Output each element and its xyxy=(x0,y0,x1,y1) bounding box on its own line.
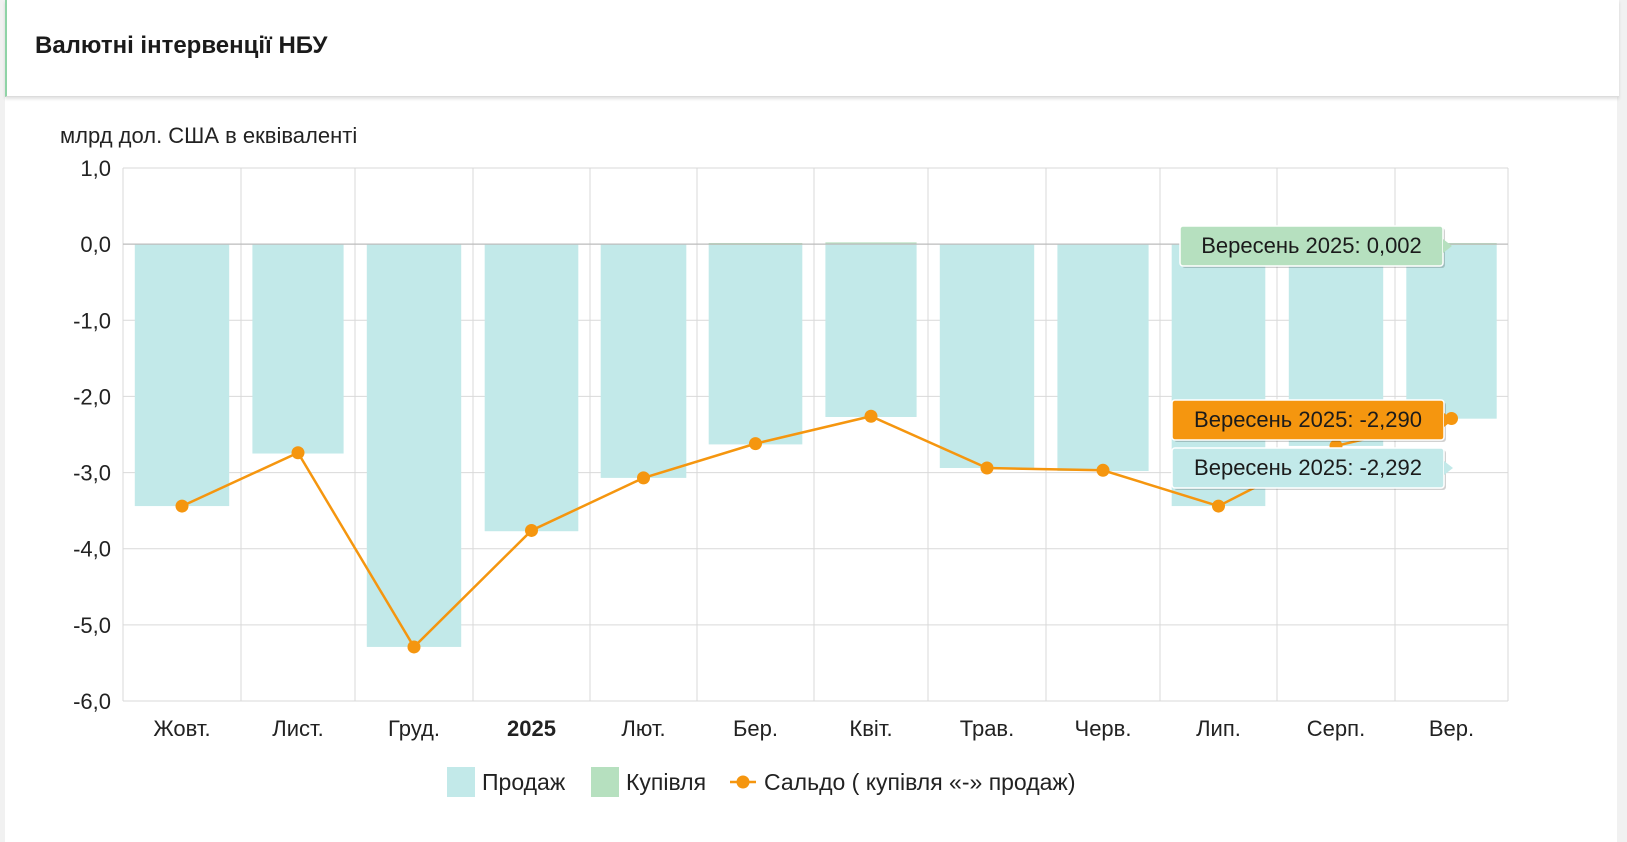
sales-bar[interactable] xyxy=(484,244,579,532)
y-tick-label: -3,0 xyxy=(73,461,111,486)
x-tick-label: Квіт. xyxy=(849,716,892,741)
legend-swatch-sales[interactable] xyxy=(447,767,475,797)
tooltip-sales-pointer xyxy=(1444,461,1453,475)
y-tick-label: 0,0 xyxy=(80,232,111,257)
balance-point[interactable] xyxy=(175,499,189,513)
sales-bar[interactable] xyxy=(708,244,803,445)
y-tick-label: -5,0 xyxy=(73,613,111,638)
tooltip-sales: Вересень 2025: -2,292 xyxy=(1194,455,1422,480)
balance-point[interactable] xyxy=(637,471,650,485)
balance-point[interactable] xyxy=(1096,463,1110,477)
sales-bar[interactable] xyxy=(600,244,687,478)
x-tick-label: 2025 xyxy=(507,716,556,741)
x-tick-label: Груд. xyxy=(388,716,440,741)
tooltip-purchase: Вересень 2025: 0,002 xyxy=(1201,233,1422,258)
balance-point[interactable] xyxy=(980,461,994,475)
balance-line xyxy=(181,414,1452,649)
y-tick-label: -4,0 xyxy=(73,537,111,562)
legend-label-sales[interactable]: Продаж xyxy=(482,769,566,795)
sales-bar[interactable] xyxy=(939,244,1035,469)
balance-point[interactable] xyxy=(525,523,538,537)
x-tick-label: Серп. xyxy=(1307,716,1365,741)
balance-point[interactable] xyxy=(1212,499,1225,513)
y-axis-unit-label: млрд дол. США в еквіваленті xyxy=(60,123,357,148)
x-tick-label: Трав. xyxy=(960,716,1014,741)
sales-bar[interactable] xyxy=(134,244,230,507)
x-tick-label: Бер. xyxy=(733,716,778,741)
tooltip-balance: Вересень 2025: -2,290 xyxy=(1194,407,1422,432)
balance-point[interactable] xyxy=(291,446,305,460)
sales-bar[interactable] xyxy=(252,244,344,454)
sales-bar[interactable] xyxy=(825,244,917,417)
x-tick-label: Лют. xyxy=(621,716,665,741)
x-tick-label: Черв. xyxy=(1075,716,1132,741)
legend-swatch-purchase[interactable] xyxy=(591,767,619,797)
x-tick-label: Вер. xyxy=(1429,716,1474,741)
y-tick-label: -6,0 xyxy=(73,689,111,714)
page-title: Валютні інтервенції НБУ xyxy=(35,32,328,59)
balance-point[interactable] xyxy=(749,437,762,451)
purchase-bar[interactable] xyxy=(825,242,917,245)
x-tick-label: Лист. xyxy=(272,716,323,741)
sales-bar[interactable] xyxy=(1406,244,1497,419)
balance-point[interactable] xyxy=(864,409,878,423)
sales-bar[interactable] xyxy=(366,244,462,647)
y-tick-label: -2,0 xyxy=(73,384,111,409)
y-tick-label: -1,0 xyxy=(73,308,111,333)
legend-marker-balance[interactable] xyxy=(736,775,750,789)
legend-label-balance[interactable]: Сальдо ( купівля «-» продаж) xyxy=(764,769,1075,795)
x-tick-label: Лип. xyxy=(1196,716,1241,741)
tooltip-purchase-pointer xyxy=(1443,239,1452,253)
chart-header: Валютні інтервенції НБУ xyxy=(5,0,1619,97)
legend-label-purchase[interactable]: Купівля xyxy=(626,769,706,795)
y-tick-label: 1,0 xyxy=(80,156,111,181)
x-tick-label: Жовт. xyxy=(153,716,210,741)
tooltip-balance-pointer xyxy=(1444,413,1453,427)
sales-bar[interactable] xyxy=(1057,244,1149,472)
balance-point[interactable] xyxy=(407,640,421,654)
